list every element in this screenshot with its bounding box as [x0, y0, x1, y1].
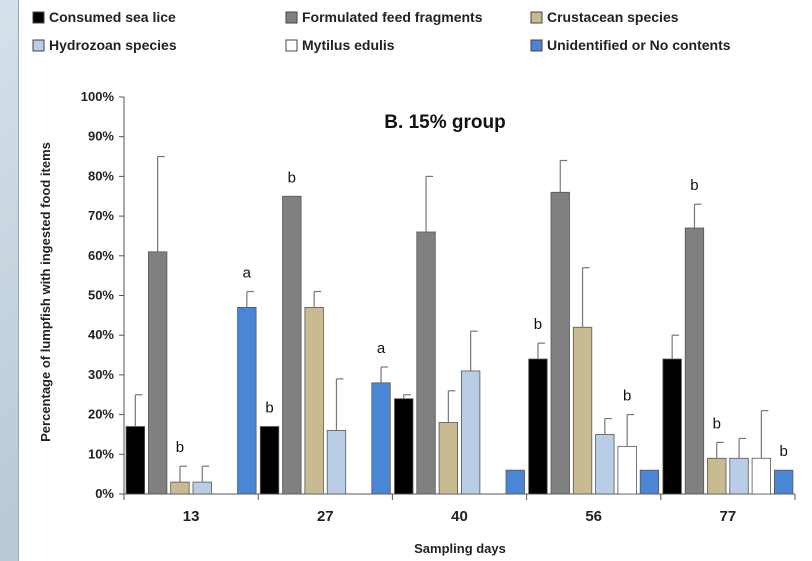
bar: [572, 326, 593, 495]
bar: [774, 469, 794, 495]
legend-label-4: Hydrozoan species: [49, 37, 177, 53]
bar: [751, 457, 771, 495]
bar: [550, 191, 570, 495]
bar: [304, 307, 324, 495]
significance-label: b: [265, 400, 273, 417]
bar: [438, 422, 459, 495]
bar: [259, 426, 280, 495]
bar: [326, 430, 347, 495]
x-tick-label: 13: [183, 508, 200, 525]
plot-area: 0% 10% 20% 30% 40% 50% 60% 70% 80% 90% 100%: [81, 89, 796, 501]
bar: [707, 457, 727, 495]
chart-title: B. 15% group: [384, 112, 505, 133]
significance-label: a: [377, 340, 386, 357]
y-tick-label: 80%: [88, 168, 114, 183]
significance-label: b: [623, 388, 631, 405]
bar: [528, 358, 548, 495]
bar: [617, 445, 637, 495]
legend-swatch-2: [285, 11, 298, 24]
legend-swatch-4: [32, 39, 45, 52]
y-tick-label: 50%: [88, 288, 114, 303]
significance-label: b: [779, 443, 787, 460]
y-tick-label: 90%: [88, 129, 114, 144]
significance-label: b: [690, 177, 698, 194]
bar: [460, 370, 481, 495]
y-tick-label: 70%: [88, 208, 114, 223]
significance-label: b: [288, 169, 296, 186]
legend-label-5: Mytilus edulis: [302, 37, 395, 53]
x-tick-label: 27: [317, 508, 334, 525]
legend-swatch-3: [530, 11, 543, 24]
labels-group: 13 27 40 56 77 b a b b a b b b b b: [176, 169, 788, 525]
bar: [237, 307, 257, 495]
bars-group: [125, 155, 794, 495]
y-tick-label: 20%: [88, 407, 114, 422]
legend: Consumed sea lice Formulated feed fragmen…: [32, 9, 731, 53]
y-axis-title: Percentage of lumpfish with ingested foo…: [38, 142, 53, 442]
legend-swatch-6: [530, 39, 543, 52]
y-tick-label: 30%: [88, 367, 114, 382]
bar: [416, 231, 436, 495]
bar: [147, 251, 168, 495]
x-tick-label: 40: [451, 508, 468, 525]
significance-label: b: [534, 316, 542, 333]
bar: [282, 195, 302, 495]
bar: [505, 469, 525, 495]
bar: [192, 481, 212, 495]
legend-label-6: Unidentified or No contents: [547, 37, 731, 53]
significance-label: a: [243, 265, 252, 282]
bar: [684, 227, 705, 495]
significance-label: b: [713, 415, 721, 432]
legend-label-2: Formulated feed fragments: [302, 9, 483, 25]
legend-swatch-1: [32, 11, 45, 24]
y-tick-label: 60%: [88, 248, 114, 263]
y-tick-label: 10%: [88, 446, 114, 461]
bar: [394, 398, 414, 495]
x-tick-label: 77: [720, 508, 737, 525]
legend-label-1: Consumed sea lice: [49, 9, 176, 25]
significance-label: b: [176, 439, 184, 456]
bar: [639, 469, 660, 495]
x-tick-label: 56: [585, 508, 602, 525]
bar: [170, 481, 190, 495]
bar: [371, 382, 391, 495]
y-tick-label: 0%: [95, 486, 114, 501]
legend-label-3: Crustacean species: [547, 9, 679, 25]
bar: [595, 434, 615, 495]
y-tick-label: 40%: [88, 327, 114, 342]
bar: [729, 457, 749, 495]
y-tick-label: 100%: [81, 89, 115, 104]
x-axis-title: Sampling days: [414, 541, 506, 556]
bar: [662, 358, 682, 495]
legend-swatch-5: [285, 39, 298, 52]
bar: [125, 426, 145, 495]
